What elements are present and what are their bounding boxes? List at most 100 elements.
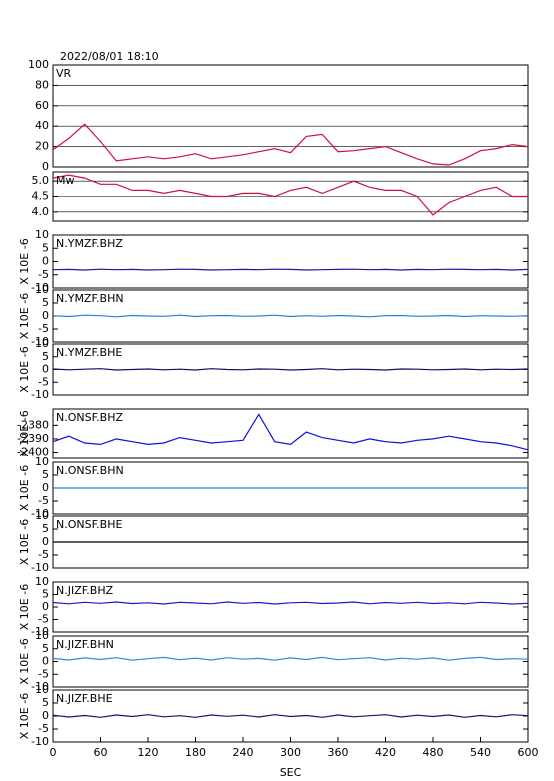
y-tick-label: 5 bbox=[42, 588, 49, 601]
y-tick-label: 5 bbox=[42, 350, 49, 363]
data-line bbox=[52, 268, 529, 271]
y-tick-label: 5 bbox=[42, 241, 49, 254]
y-tick-label: -5 bbox=[38, 722, 49, 735]
y-tick-label: 4.5 bbox=[32, 190, 50, 203]
y-tick-label: 10 bbox=[35, 683, 49, 696]
y-tick-label: 10 bbox=[35, 228, 49, 241]
data-line bbox=[52, 314, 529, 318]
panel-label: N.ONSF.BHE bbox=[56, 518, 122, 531]
y-tick-label: -10 bbox=[31, 680, 49, 693]
data-line bbox=[52, 714, 529, 718]
y-tick-label: 10 bbox=[35, 455, 49, 468]
panel-label: N.ONSF.BHN bbox=[56, 464, 124, 477]
x-tick-label: 120 bbox=[138, 746, 159, 759]
y-tick-label: 5 bbox=[42, 642, 49, 655]
y-tick-label: -5 bbox=[38, 613, 49, 626]
panel-label: N.YMZF.BHZ bbox=[56, 237, 123, 250]
y-tick-label: 40 bbox=[35, 119, 49, 132]
y-tick-label: -5 bbox=[38, 268, 49, 281]
y-tick-label: -10 bbox=[31, 281, 49, 294]
panel-label: N.JIZF.BHZ bbox=[56, 584, 114, 597]
y-tick-label: -2390 bbox=[17, 432, 49, 445]
y-tick-label: 10 bbox=[35, 575, 49, 588]
y-axis-label: X 10E -6 bbox=[18, 410, 31, 456]
y-tick-label: -5 bbox=[38, 548, 49, 561]
y-tick-label: 0 bbox=[42, 600, 49, 613]
y-tick-label: -10 bbox=[31, 625, 49, 638]
x-tick-label: 0 bbox=[50, 746, 57, 759]
x-tick-label: 480 bbox=[423, 746, 444, 759]
chart-title: 2022/08/01 18:10 bbox=[60, 50, 159, 63]
y-tick-label: 10 bbox=[35, 283, 49, 296]
y-tick-label: 5 bbox=[42, 296, 49, 309]
y-tick-label: 0 bbox=[42, 655, 49, 668]
panel-frame bbox=[52, 635, 529, 688]
y-tick-label: -10 bbox=[31, 735, 49, 748]
y-tick-label: -2400 bbox=[17, 446, 49, 459]
y-tick-label: 0 bbox=[42, 535, 49, 548]
y-tick-label: 100 bbox=[28, 58, 49, 71]
y-tick-label: 20 bbox=[35, 140, 49, 153]
y-tick-label: 5.0 bbox=[32, 174, 50, 187]
y-tick-label: -5 bbox=[38, 375, 49, 388]
y-axis-label: X 10E -6 bbox=[18, 346, 31, 392]
y-tick-label: 10 bbox=[35, 509, 49, 522]
panel-label: N.ONSF.BHZ bbox=[56, 411, 123, 424]
y-axis-label: X 10E -6 bbox=[18, 465, 31, 511]
y-tick-label: 0 bbox=[42, 160, 49, 173]
y-tick-label: 0 bbox=[42, 309, 49, 322]
y-axis-label: X 10E -6 bbox=[18, 519, 31, 565]
x-tick-label: 420 bbox=[375, 746, 396, 759]
x-tick-label: 540 bbox=[470, 746, 491, 759]
panel-frame bbox=[52, 408, 529, 459]
y-tick-label: 5 bbox=[42, 468, 49, 481]
x-tick-label: 600 bbox=[518, 746, 539, 759]
y-tick-label: 4.0 bbox=[32, 205, 50, 218]
y-tick-label: 0 bbox=[42, 481, 49, 494]
panel-label: Mw bbox=[56, 174, 75, 187]
data-line bbox=[52, 413, 529, 451]
data-line bbox=[52, 368, 529, 371]
data-line bbox=[52, 601, 529, 605]
x-tick-label: 360 bbox=[328, 746, 349, 759]
y-tick-label: 0 bbox=[42, 709, 49, 722]
y-tick-label: 10 bbox=[35, 337, 49, 350]
data-line bbox=[52, 174, 528, 216]
y-tick-label: -10 bbox=[31, 561, 49, 574]
y-axis-label: X 10E -6 bbox=[18, 238, 31, 284]
y-axis-label: X 10E -6 bbox=[18, 293, 31, 339]
panel-frame bbox=[52, 581, 529, 633]
y-tick-label: 0 bbox=[42, 363, 49, 376]
data-line bbox=[52, 656, 529, 661]
y-axis-label: X 10E -6 bbox=[18, 638, 31, 684]
y-tick-label: -10 bbox=[31, 388, 49, 401]
y-tick-label: 5 bbox=[42, 522, 49, 535]
panel-frame bbox=[52, 234, 529, 289]
y-tick-label: 80 bbox=[35, 78, 49, 91]
y-tick-label: -5 bbox=[38, 322, 49, 335]
y-tick-label: -5 bbox=[38, 494, 49, 507]
x-tick-label: 60 bbox=[94, 746, 108, 759]
y-tick-label: -5 bbox=[38, 667, 49, 680]
y-axis-label: X 10E -6 bbox=[18, 693, 31, 739]
y-tick-label: 10 bbox=[35, 629, 49, 642]
panel-label: N.JIZF.BHE bbox=[56, 692, 113, 705]
x-tick-label: 180 bbox=[185, 746, 206, 759]
y-tick-label: -10 bbox=[31, 507, 49, 520]
panel-label: VR bbox=[56, 67, 72, 80]
x-axis-label: SEC bbox=[280, 766, 302, 779]
panel-label: N.YMZF.BHE bbox=[56, 346, 122, 359]
y-tick-label: -10 bbox=[31, 335, 49, 348]
data-line bbox=[52, 123, 529, 166]
y-tick-label: 0 bbox=[42, 255, 49, 268]
x-tick-label: 240 bbox=[233, 746, 254, 759]
x-tick-label: 300 bbox=[280, 746, 301, 759]
panel-label: N.JIZF.BHN bbox=[56, 638, 114, 651]
panel-label: N.YMZF.BHN bbox=[56, 292, 124, 305]
panel-frame bbox=[52, 64, 529, 168]
y-tick-label: 60 bbox=[35, 99, 49, 112]
y-tick-label: -2380 bbox=[17, 418, 49, 431]
y-tick-label: 5 bbox=[42, 696, 49, 709]
y-axis-label: X 10E -6 bbox=[18, 584, 31, 630]
